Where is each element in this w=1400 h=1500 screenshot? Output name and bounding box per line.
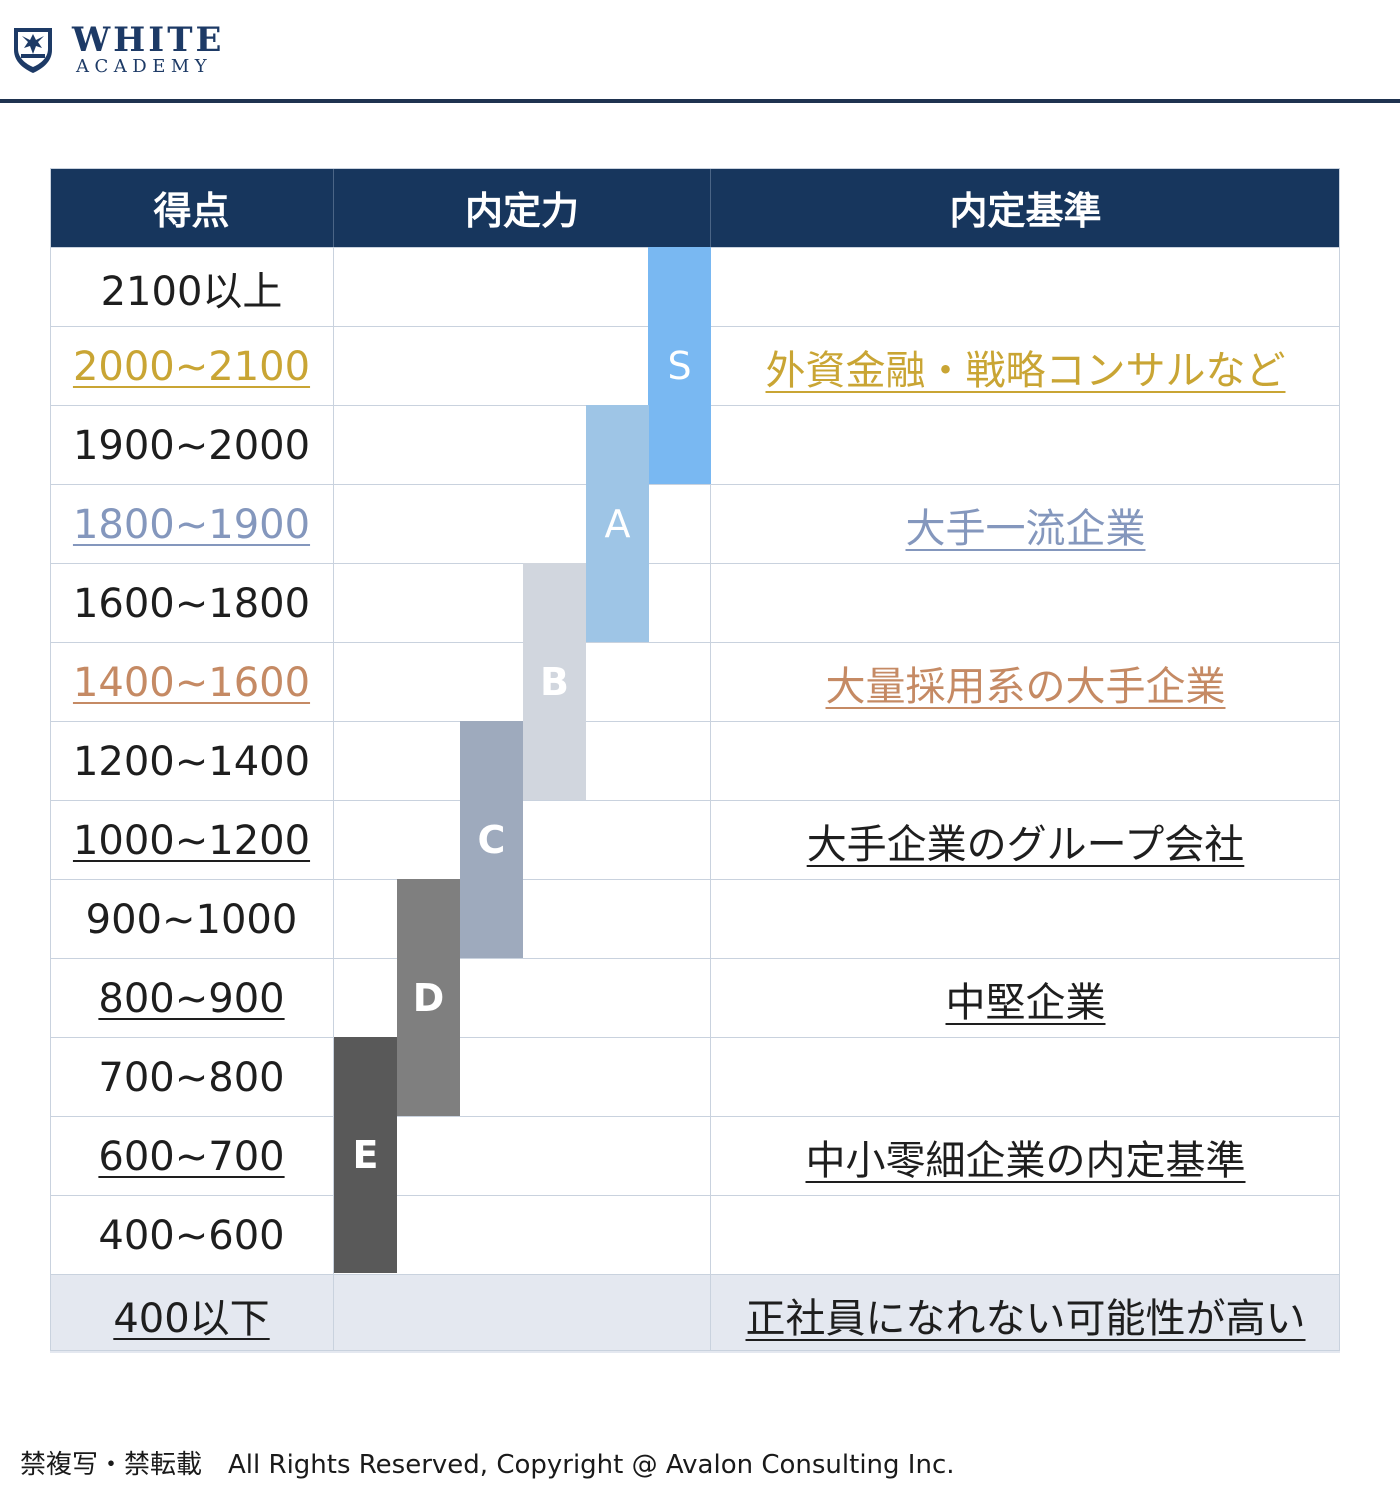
score-cell: 1600~1800 bbox=[72, 580, 311, 627]
header-strength: 内定力 bbox=[464, 189, 579, 233]
criteria-cell: 外資金融・戦略コンサルなど bbox=[765, 347, 1286, 394]
header-divider bbox=[0, 99, 1400, 103]
table-row: 400以下 正社員になれない可能性が高い bbox=[50, 1274, 1340, 1353]
brand-name: WHITE bbox=[72, 20, 225, 60]
table-header: 得点 内定力 内定基準 bbox=[50, 168, 1340, 247]
band-d-label: D bbox=[412, 975, 445, 1020]
criteria-cell: 大手一流企業 bbox=[905, 505, 1146, 552]
score-cell: 1000~1200 bbox=[72, 817, 311, 864]
score-cell: 400以下 bbox=[113, 1295, 270, 1342]
score-cell: 1200~1400 bbox=[72, 738, 311, 785]
criteria-cell: 大手企業のグループ会社 bbox=[806, 821, 1245, 868]
table-row: 800~900 中堅企業 bbox=[50, 958, 1340, 1037]
brand-logo: WHITE ACADEMY bbox=[12, 22, 232, 78]
table-row: 1800~1900 大手一流企業 bbox=[50, 484, 1340, 563]
score-cell: 700~800 bbox=[98, 1054, 285, 1101]
header-score: 得点 bbox=[153, 189, 230, 233]
score-cell: 900~1000 bbox=[85, 896, 298, 943]
criteria-cell: 正社員になれない可能性が高い bbox=[745, 1295, 1306, 1342]
band-c-label: C bbox=[477, 817, 506, 862]
band-e: E bbox=[334, 1037, 397, 1273]
table-row: 900~1000 bbox=[50, 879, 1340, 958]
table-row: 1400~1600 大量採用系の大手企業 bbox=[50, 642, 1340, 721]
table-row: 600~700 中小零細企業の内定基準 bbox=[50, 1116, 1340, 1195]
band-e-label: E bbox=[352, 1133, 379, 1177]
score-cell: 1800~1900 bbox=[72, 501, 311, 548]
table-row: 2000~2100 外資金融・戦略コンサルなど bbox=[50, 326, 1340, 405]
score-cell: 1900~2000 bbox=[72, 422, 311, 469]
table-row: 1600~1800 bbox=[50, 563, 1340, 642]
crest-icon bbox=[14, 28, 52, 73]
band-d: D bbox=[397, 879, 460, 1116]
copyright-footer: 禁複写・禁転載 All Rights Reserved, Copyright @… bbox=[20, 1450, 955, 1480]
score-cell: 600~700 bbox=[98, 1133, 285, 1180]
table-row: 1000~1200 大手企業のグループ会社 bbox=[50, 800, 1340, 879]
band-c: C bbox=[460, 721, 523, 958]
brand-subname: ACADEMY bbox=[76, 56, 213, 77]
table-row: 400~600 bbox=[50, 1195, 1340, 1274]
score-cell: 800~900 bbox=[98, 975, 285, 1022]
band-a: A bbox=[586, 405, 649, 642]
score-cell: 2100以上 bbox=[100, 268, 283, 315]
band-s-label: S bbox=[667, 343, 692, 388]
criteria-cell: 中小零細企業の内定基準 bbox=[805, 1137, 1246, 1184]
header-criteria: 内定基準 bbox=[949, 189, 1102, 233]
score-cell: 400~600 bbox=[98, 1212, 285, 1259]
criteria-cell: 大量採用系の大手企業 bbox=[825, 663, 1226, 710]
table-row: 700~800 bbox=[50, 1037, 1340, 1116]
score-cell: 1400~1600 bbox=[72, 659, 311, 706]
criteria-cell: 中堅企業 bbox=[945, 979, 1106, 1026]
score-table: 得点 内定力 内定基準 2100以上 2000~2100 外資金融・戦略コンサルなど… bbox=[50, 168, 1340, 1353]
score-cell: 2000~2100 bbox=[72, 343, 311, 390]
band-b-label: B bbox=[540, 659, 569, 704]
band-a-label: A bbox=[604, 501, 631, 546]
table-row: 1200~1400 bbox=[50, 721, 1340, 800]
band-s: S bbox=[648, 247, 711, 484]
band-b: B bbox=[523, 563, 586, 800]
